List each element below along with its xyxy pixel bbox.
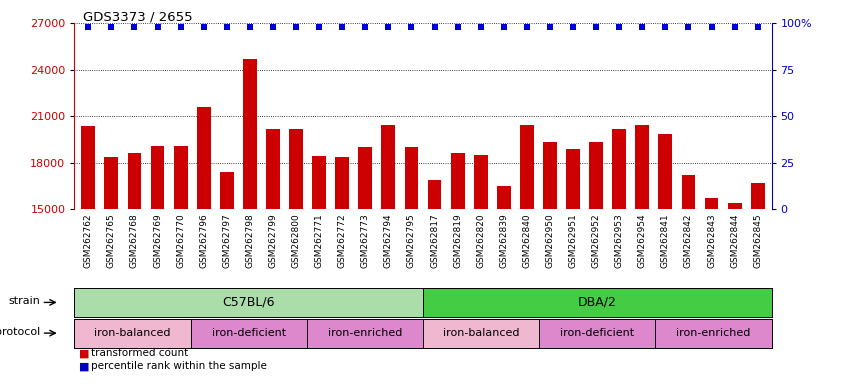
Text: GSM262798: GSM262798 bbox=[245, 213, 255, 268]
Text: GSM262795: GSM262795 bbox=[407, 213, 416, 268]
Text: GSM262953: GSM262953 bbox=[615, 213, 624, 268]
Text: GSM262843: GSM262843 bbox=[707, 213, 716, 268]
Bar bbox=[589, 142, 603, 209]
Bar bbox=[335, 157, 349, 209]
Bar bbox=[128, 152, 141, 209]
Bar bbox=[750, 183, 765, 209]
Bar bbox=[427, 180, 442, 209]
Text: transformed count: transformed count bbox=[91, 348, 189, 358]
Text: GSM262797: GSM262797 bbox=[222, 213, 231, 268]
Bar bbox=[613, 129, 626, 209]
Bar bbox=[635, 125, 649, 209]
Text: GSM262841: GSM262841 bbox=[661, 213, 670, 268]
Text: iron-enriched: iron-enriched bbox=[676, 328, 750, 338]
Text: GSM262800: GSM262800 bbox=[292, 213, 300, 268]
Text: strain: strain bbox=[8, 296, 40, 306]
Text: iron-deficient: iron-deficient bbox=[212, 328, 286, 338]
Text: GSM262771: GSM262771 bbox=[315, 213, 324, 268]
Bar bbox=[658, 134, 673, 209]
Bar bbox=[382, 126, 395, 209]
Text: iron-enriched: iron-enriched bbox=[327, 328, 402, 338]
Text: GSM262845: GSM262845 bbox=[753, 213, 762, 268]
Text: GSM262765: GSM262765 bbox=[107, 213, 116, 268]
Text: GSM262820: GSM262820 bbox=[476, 213, 486, 268]
Bar bbox=[682, 175, 695, 209]
Bar bbox=[243, 59, 257, 209]
Text: GSM262762: GSM262762 bbox=[84, 213, 93, 268]
Text: GSM262951: GSM262951 bbox=[569, 213, 578, 268]
Text: C57BL/6: C57BL/6 bbox=[222, 296, 275, 309]
Text: GSM262773: GSM262773 bbox=[360, 213, 370, 268]
Bar bbox=[173, 146, 188, 209]
Bar bbox=[497, 186, 511, 209]
Text: protocol: protocol bbox=[0, 327, 40, 337]
Text: GSM262844: GSM262844 bbox=[730, 213, 739, 268]
Bar bbox=[543, 142, 557, 209]
Bar bbox=[520, 125, 534, 209]
Bar bbox=[151, 146, 164, 209]
Bar bbox=[404, 147, 419, 209]
Text: GSM262950: GSM262950 bbox=[546, 213, 554, 268]
Bar bbox=[197, 107, 211, 209]
Bar bbox=[728, 203, 742, 209]
Text: GSM262799: GSM262799 bbox=[268, 213, 277, 268]
Bar bbox=[81, 126, 96, 209]
Bar bbox=[359, 147, 372, 209]
Text: percentile rank within the sample: percentile rank within the sample bbox=[91, 361, 267, 371]
Text: iron-balanced: iron-balanced bbox=[442, 328, 519, 338]
Bar bbox=[289, 129, 303, 209]
Text: GSM262770: GSM262770 bbox=[176, 213, 185, 268]
Text: GSM262842: GSM262842 bbox=[684, 213, 693, 268]
Text: ■: ■ bbox=[79, 349, 89, 359]
Bar bbox=[266, 129, 280, 209]
Bar bbox=[451, 154, 464, 209]
Text: GSM262768: GSM262768 bbox=[130, 213, 139, 268]
Text: iron-balanced: iron-balanced bbox=[94, 328, 171, 338]
Text: GSM262817: GSM262817 bbox=[430, 213, 439, 268]
Text: GSM262819: GSM262819 bbox=[453, 213, 462, 268]
Bar bbox=[566, 149, 580, 209]
Bar bbox=[220, 172, 233, 209]
Text: GSM262839: GSM262839 bbox=[499, 213, 508, 268]
Text: ■: ■ bbox=[79, 361, 89, 371]
Text: GSM262954: GSM262954 bbox=[638, 213, 647, 268]
Bar bbox=[705, 199, 718, 209]
Text: GSM262794: GSM262794 bbox=[384, 213, 393, 268]
Text: GSM262840: GSM262840 bbox=[522, 213, 531, 268]
Text: GSM262769: GSM262769 bbox=[153, 213, 162, 268]
Text: GDS3373 / 2655: GDS3373 / 2655 bbox=[83, 11, 193, 24]
Text: GSM262952: GSM262952 bbox=[591, 213, 601, 268]
Text: DBA/2: DBA/2 bbox=[578, 296, 617, 309]
Bar bbox=[104, 157, 118, 209]
Text: GSM262796: GSM262796 bbox=[199, 213, 208, 268]
Text: iron-deficient: iron-deficient bbox=[560, 328, 634, 338]
Bar bbox=[312, 156, 326, 209]
Text: GSM262772: GSM262772 bbox=[338, 213, 347, 268]
Bar bbox=[474, 155, 487, 209]
